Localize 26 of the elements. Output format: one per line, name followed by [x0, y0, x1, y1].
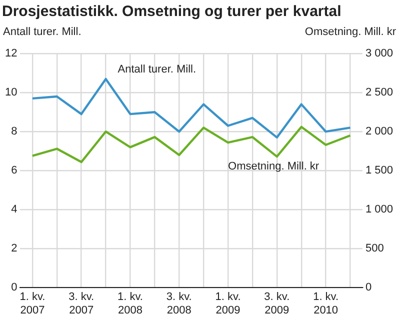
y-tick-label: 2	[11, 242, 18, 255]
y-tick-label: 6	[11, 164, 18, 177]
chart-title: Drosjestatistikk. Omsetning og turer per kvartal	[1, 2, 342, 22]
x-tick-label: 1. kv. 2007	[20, 291, 46, 316]
x-tick-label: 1. kv. 2008	[118, 291, 143, 316]
y-axis-title: Antall turer. Mill.	[3, 26, 82, 38]
y2-tick-label: 2 500	[365, 86, 394, 99]
y2-tick-label: 1 500	[365, 164, 394, 177]
y2-tick-label: 0	[365, 282, 372, 294]
y2-tick-label: 3 000	[365, 48, 394, 60]
y2-axis-title: Omsetning. Mill. kr	[304, 26, 396, 38]
y2-tick-label: 500	[365, 242, 384, 255]
y-tick-label: 0	[11, 282, 18, 294]
y2-tick-label: 2 000	[365, 126, 394, 138]
x-tick-label: 1. kv. 2010	[313, 291, 339, 316]
y2-tick-label: 1 000	[365, 204, 394, 216]
series-label: Antall turer. Mill.	[118, 63, 196, 76]
y-tick-label: 8	[11, 126, 18, 138]
x-tick-label: 1. kv. 2009	[215, 291, 241, 316]
y-tick-label: 12	[4, 48, 18, 60]
y-tick-label: 10	[4, 86, 18, 99]
x-tick-label: 3. kv. 2007	[68, 291, 94, 316]
x-tick-label: 3. kv. 2009	[264, 291, 290, 316]
y-tick-label: 4	[11, 204, 18, 216]
series-label: Omsetning. Mill. kr	[228, 160, 320, 173]
x-tick-label: 3. kv. 2008	[166, 291, 192, 316]
